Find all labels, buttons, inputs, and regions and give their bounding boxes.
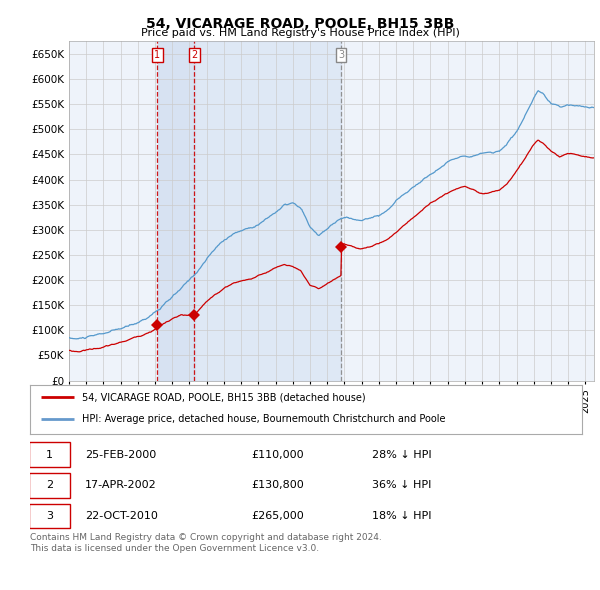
Text: 17-APR-2002: 17-APR-2002 bbox=[85, 480, 157, 490]
Text: 54, VICARAGE ROAD, POOLE, BH15 3BB (detached house): 54, VICARAGE ROAD, POOLE, BH15 3BB (deta… bbox=[82, 392, 366, 402]
Text: Price paid vs. HM Land Registry's House Price Index (HPI): Price paid vs. HM Land Registry's House … bbox=[140, 28, 460, 38]
Text: 25-FEB-2000: 25-FEB-2000 bbox=[85, 450, 157, 460]
Text: 3: 3 bbox=[338, 50, 344, 60]
Text: £265,000: £265,000 bbox=[251, 511, 304, 521]
FancyBboxPatch shape bbox=[29, 442, 70, 467]
Text: Contains HM Land Registry data © Crown copyright and database right 2024.
This d: Contains HM Land Registry data © Crown c… bbox=[30, 533, 382, 553]
Text: 1: 1 bbox=[46, 450, 53, 460]
Text: 28% ↓ HPI: 28% ↓ HPI bbox=[372, 450, 432, 460]
Text: 22-OCT-2010: 22-OCT-2010 bbox=[85, 511, 158, 521]
FancyBboxPatch shape bbox=[29, 503, 70, 529]
FancyBboxPatch shape bbox=[29, 473, 70, 498]
Text: 54, VICARAGE ROAD, POOLE, BH15 3BB: 54, VICARAGE ROAD, POOLE, BH15 3BB bbox=[146, 17, 454, 31]
Text: HPI: Average price, detached house, Bournemouth Christchurch and Poole: HPI: Average price, detached house, Bour… bbox=[82, 414, 446, 424]
Text: £110,000: £110,000 bbox=[251, 450, 304, 460]
Text: 18% ↓ HPI: 18% ↓ HPI bbox=[372, 511, 432, 521]
Text: 1: 1 bbox=[154, 50, 161, 60]
Text: 3: 3 bbox=[46, 511, 53, 521]
Text: 2: 2 bbox=[46, 480, 53, 490]
Text: 2: 2 bbox=[191, 50, 197, 60]
Text: £130,800: £130,800 bbox=[251, 480, 304, 490]
Text: 36% ↓ HPI: 36% ↓ HPI bbox=[372, 480, 431, 490]
